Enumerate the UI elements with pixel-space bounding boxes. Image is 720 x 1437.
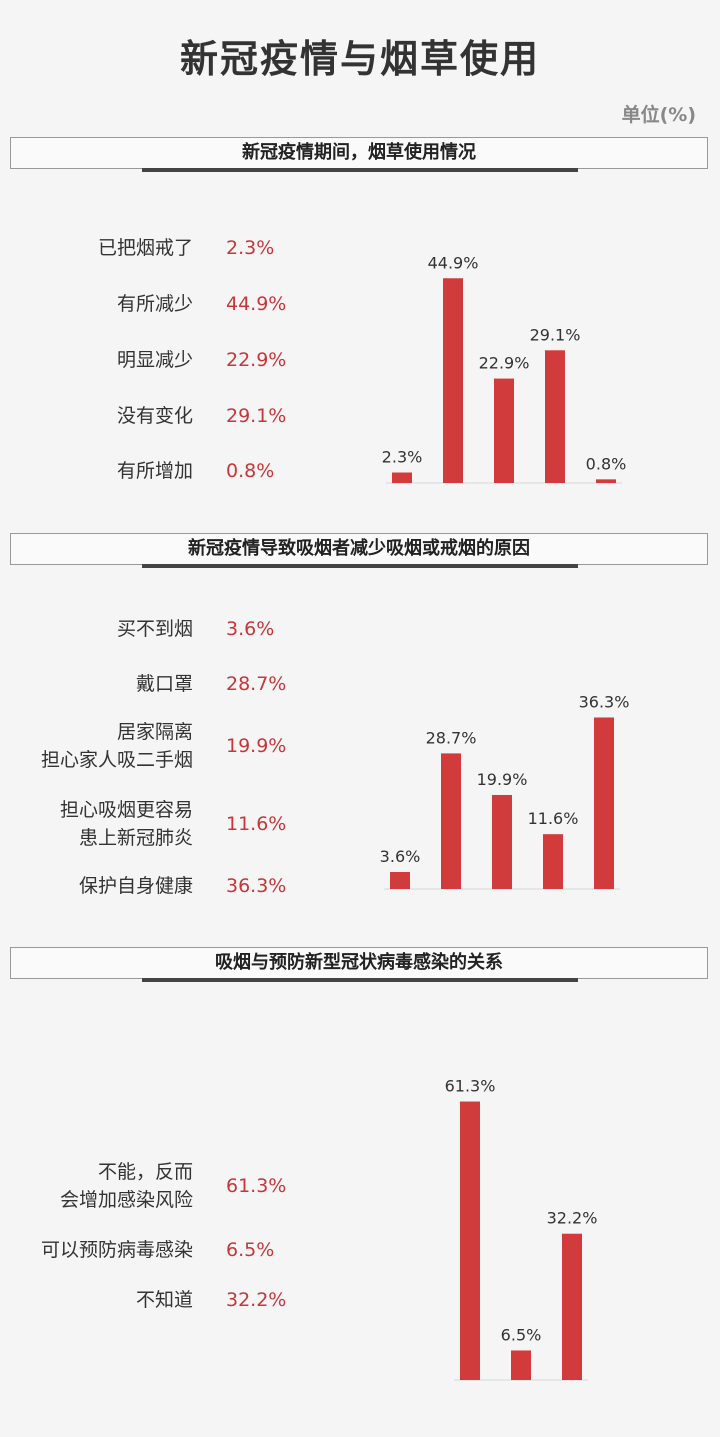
bar xyxy=(460,1101,480,1380)
section-3-bar-chart: 61.3% 6.5% 32.2% xyxy=(445,1077,598,1381)
section-3-header: 吸烟与预防新型冠状病毒感染的关系 xyxy=(10,947,708,979)
bar-value-label: 0.8% xyxy=(586,454,627,473)
bar xyxy=(594,717,614,889)
section-1-row-label: 没有变化 xyxy=(116,405,193,427)
bar-value-label: 2.3% xyxy=(382,448,423,467)
section-1-row-value: 2.3% xyxy=(226,237,275,259)
bar-value-label: 44.9% xyxy=(428,253,479,272)
section-1-row-label: 明显减少 xyxy=(116,349,193,371)
section-3-row-label: 不能，反而 会增加感染风险 xyxy=(59,1161,193,1211)
bar-value-label: 36.3% xyxy=(579,692,630,711)
section-3-row-value: 61.3% xyxy=(226,1175,287,1197)
bar-value-label: 6.5% xyxy=(501,1325,542,1344)
bar xyxy=(511,1350,531,1380)
section-2-row-value: 11.6% xyxy=(226,813,287,835)
section-1-row-label: 已把烟戒了 xyxy=(97,237,193,259)
section-2-bar-chart: 3.6% 28.7% 19.9% 11.6% 36.3% xyxy=(380,692,630,890)
section-1-row-value: 29.1% xyxy=(226,405,287,427)
bar xyxy=(494,378,514,483)
bar xyxy=(443,278,463,483)
section-2-row-label: 保护自身健康 xyxy=(78,875,193,897)
section-2-row-value: 19.9% xyxy=(226,735,287,757)
section-1-bar-chart: 2.3% 44.9% 22.9%29.1% 0.8% xyxy=(382,253,627,484)
unit-label: 单位(%) xyxy=(621,104,696,126)
bar xyxy=(543,834,563,889)
section-1-header-underline xyxy=(142,168,578,172)
bar-value-label: 28.7% xyxy=(426,728,477,747)
section-1-row-value: 22.9% xyxy=(226,349,287,371)
section-1-row-label: 有所减少 xyxy=(116,293,193,315)
bar xyxy=(390,871,410,889)
section-2-row-label: 戴口罩 xyxy=(135,673,193,695)
bar-value-label: 11.6% xyxy=(528,809,579,828)
section-2-header: 新冠疫情导致吸烟者减少吸烟或戒烟的原因 xyxy=(10,533,708,565)
section-3-row-value: 6.5% xyxy=(226,1239,275,1261)
bar xyxy=(392,472,412,483)
section-2-row-label: 居家隔离 担心家人吸二手烟 xyxy=(40,721,193,771)
section-2-row-value: 28.7% xyxy=(226,673,287,695)
bar xyxy=(562,1233,582,1380)
section-1-header: 新冠疫情期间，烟草使用情况 xyxy=(10,137,708,169)
section-1-row-label: 有所增加 xyxy=(116,460,193,482)
section-2-row-value: 3.6% xyxy=(226,618,275,640)
bar xyxy=(596,479,616,483)
section-1-row-value: 0.8% xyxy=(226,460,275,482)
bar xyxy=(441,753,461,889)
section-2-header-underline xyxy=(142,564,578,568)
bar-value-label: 61.3% xyxy=(445,1077,496,1096)
bar xyxy=(545,350,565,483)
bar-value-label: 22.9% xyxy=(479,354,530,373)
section-3-header-underline xyxy=(142,978,578,982)
bar xyxy=(492,794,512,889)
bar-value-label: 32.2% xyxy=(547,1209,598,1228)
section-3-row-value: 32.2% xyxy=(226,1289,287,1311)
bar-value-label: 29.1% xyxy=(530,325,581,344)
page-title: 新冠疫情与烟草使用 xyxy=(179,37,540,81)
section-3-row-label: 可以预防病毒感染 xyxy=(40,1239,193,1261)
section-2-row-value: 36.3% xyxy=(226,875,287,897)
bar-value-label: 19.9% xyxy=(477,770,528,789)
section-2-row-label: 买不到烟 xyxy=(116,618,193,640)
section-2-row-label: 担心吸烟更容易 患上新冠肺炎 xyxy=(59,799,193,849)
section-3-row-label: 不知道 xyxy=(135,1289,193,1311)
section-1-row-value: 44.9% xyxy=(226,293,287,315)
bar-value-label: 3.6% xyxy=(380,847,421,866)
